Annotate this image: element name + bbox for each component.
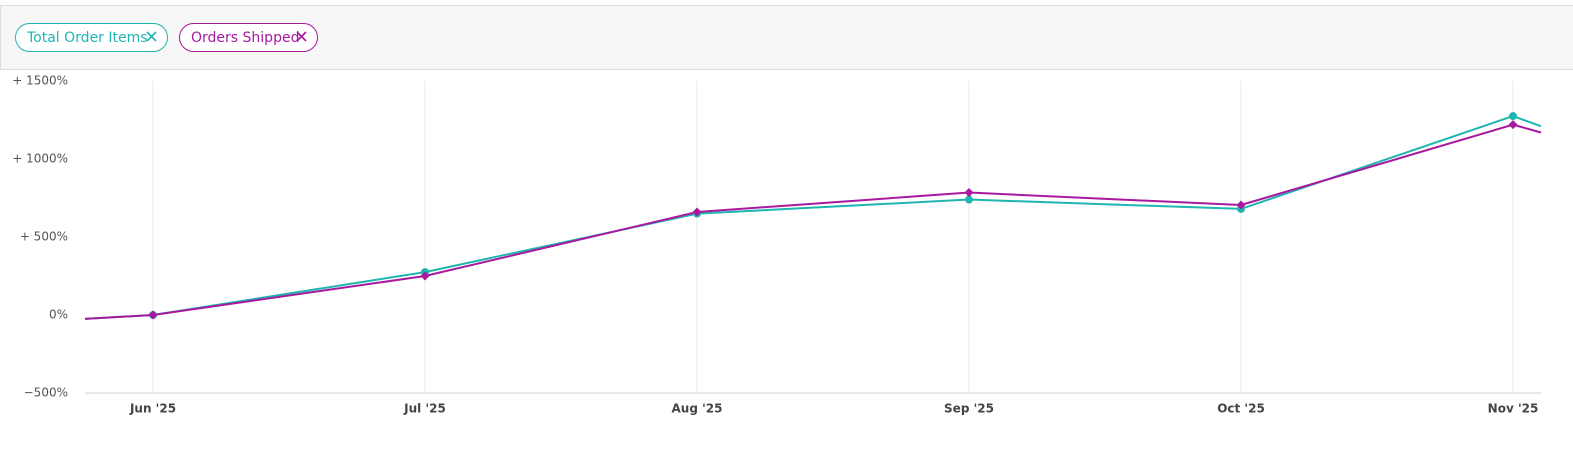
legend-chip[interactable]: Total Order Items — [16, 24, 168, 52]
legend-chip[interactable]: Orders Shipped — [180, 24, 318, 52]
series-line — [85, 116, 1541, 319]
marker — [1509, 120, 1518, 129]
legend-label: Total Order Items — [26, 30, 148, 46]
y-tick-label: + 500% — [20, 230, 68, 244]
marker — [149, 311, 158, 320]
x-tick-label: Sep '25 — [944, 402, 994, 416]
plot: −500% 0% + 500% + 1000% + 1500% Jun '25 Jul '2… — [12, 74, 1541, 416]
y-tick-label: + 1000% — [12, 152, 68, 166]
x-tick-label: Nov '25 — [1488, 402, 1539, 416]
series-line — [85, 125, 1541, 319]
marker — [1509, 112, 1517, 120]
x-tick-label: Oct '25 — [1217, 402, 1265, 416]
legend-label: Orders Shipped — [191, 30, 299, 46]
y-tick-label: 0% — [49, 308, 68, 322]
x-tick-label: Jun '25 — [129, 402, 176, 416]
y-tick-label: + 1500% — [12, 74, 68, 88]
marker — [965, 188, 974, 197]
y-tick-label: −500% — [24, 386, 68, 400]
x-tick-label: Jul '25 — [403, 402, 446, 416]
x-tick-label: Aug '25 — [672, 402, 723, 416]
